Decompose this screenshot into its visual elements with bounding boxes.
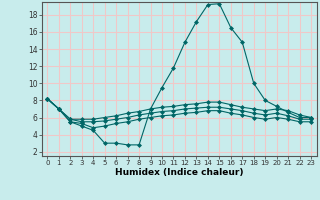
X-axis label: Humidex (Indice chaleur): Humidex (Indice chaleur) bbox=[115, 168, 244, 177]
